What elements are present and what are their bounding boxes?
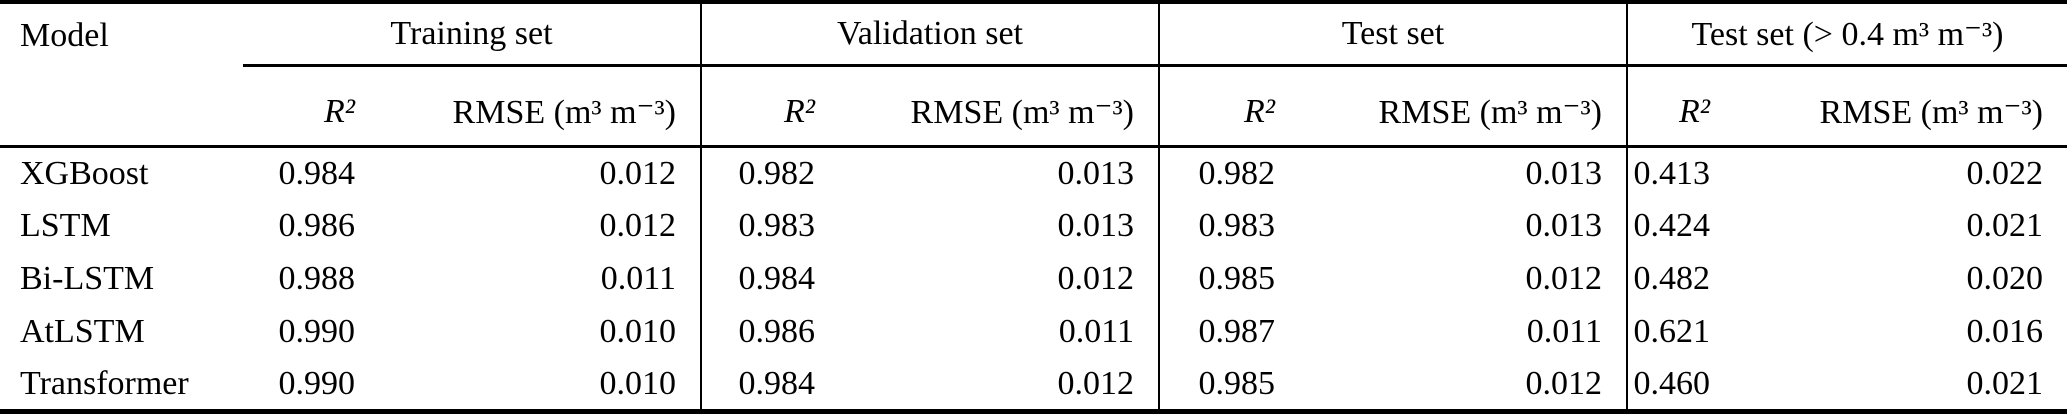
cell-val-rmse: 0.013 bbox=[1057, 154, 1135, 192]
subheader-rmse-test-wet: RMSE (m³ m⁻³) bbox=[1715, 65, 2067, 149]
cell-test-rmse: 0.013 bbox=[1525, 154, 1603, 192]
cell-val-r2: 0.986 bbox=[700, 305, 820, 359]
cell-train-r2: 0.986 bbox=[278, 207, 356, 245]
cell-test-rmse: 0.012 bbox=[1525, 260, 1603, 298]
cell-test-wet-rmse: 0.016 bbox=[1966, 313, 2044, 351]
cell-model: XGBoost bbox=[20, 154, 149, 192]
subheader-r2-validation: R² bbox=[700, 65, 820, 149]
group-header-test-wet: Test set (> 0.4 m³ m⁻³) bbox=[1625, 2, 2067, 67]
cell-val-r2: 0.984 bbox=[700, 358, 820, 412]
cell-model: Bi-LSTM bbox=[20, 260, 155, 298]
cell-model: AtLSTM bbox=[20, 313, 145, 351]
cell-train-r2: 0.988 bbox=[278, 260, 356, 298]
group-header-test: Test set bbox=[1158, 2, 1627, 67]
cell-test-rmse: 0.013 bbox=[1525, 207, 1603, 245]
cell-val-rmse: 0.011 bbox=[1058, 313, 1134, 351]
cell-val-rmse: 0.013 bbox=[1057, 207, 1135, 245]
header-sub-row: R² RMSE (m³ m⁻³) R² RMSE (m³ m⁻³) R² RMS… bbox=[0, 65, 2067, 149]
cell-test-wet-rmse: 0.022 bbox=[1966, 154, 2044, 192]
cell-test-wet-r2: 0.424 bbox=[1626, 199, 1715, 253]
subheader-r2-test: R² bbox=[1158, 65, 1280, 149]
cell-test-wet-r2: 0.413 bbox=[1626, 146, 1715, 200]
subheader-rmse-training: RMSE (m³ m⁻³) bbox=[360, 65, 701, 149]
group-header-training: Training set bbox=[243, 2, 701, 67]
subheader-r2-training: R² bbox=[243, 65, 360, 149]
cell-val-r2: 0.983 bbox=[700, 199, 820, 253]
cell-test-rmse: 0.012 bbox=[1525, 364, 1603, 402]
cell-model: LSTM bbox=[20, 207, 111, 245]
group-header-validation: Validation set bbox=[700, 2, 1159, 67]
cell-val-rmse: 0.012 bbox=[1057, 364, 1135, 402]
cell-train-rmse: 0.012 bbox=[599, 207, 677, 245]
cell-test-r2: 0.983 bbox=[1158, 199, 1280, 253]
table-row: Transformer 0.990 0.010 0.984 0.012 0.98… bbox=[0, 358, 2067, 412]
cell-model: Transformer bbox=[20, 364, 189, 402]
table-row: AtLSTM 0.990 0.010 0.986 0.011 0.987 0.0… bbox=[0, 305, 2067, 359]
cell-test-wet-r2: 0.482 bbox=[1626, 252, 1715, 306]
header-group-row: Model Training set Validation set Test s… bbox=[0, 2, 2067, 149]
cell-val-rmse: 0.012 bbox=[1057, 260, 1135, 298]
cell-test-wet-rmse: 0.021 bbox=[1966, 364, 2044, 402]
cell-test-rmse: 0.011 bbox=[1526, 313, 1602, 351]
cell-test-wet-rmse: 0.020 bbox=[1966, 260, 2044, 298]
table-row: LSTM 0.986 0.012 0.983 0.013 0.983 0.013… bbox=[0, 199, 2067, 253]
subheader-rmse-validation: RMSE (m³ m⁻³) bbox=[820, 65, 1159, 149]
col-header-model: Model bbox=[0, 2, 243, 149]
cell-test-r2: 0.985 bbox=[1158, 358, 1280, 412]
cell-train-rmse: 0.011 bbox=[600, 260, 676, 298]
cell-train-rmse: 0.010 bbox=[599, 364, 677, 402]
subheader-r2-test-wet: R² bbox=[1626, 65, 1715, 149]
cell-test-r2: 0.987 bbox=[1158, 305, 1280, 359]
cell-train-r2: 0.990 bbox=[278, 364, 356, 402]
cell-val-r2: 0.982 bbox=[700, 146, 820, 200]
cell-train-r2: 0.990 bbox=[278, 313, 356, 351]
table-row: XGBoost 0.984 0.012 0.982 0.013 0.982 0.… bbox=[0, 146, 2067, 200]
cell-test-r2: 0.982 bbox=[1158, 146, 1280, 200]
cell-test-r2: 0.985 bbox=[1158, 252, 1280, 306]
cell-test-wet-rmse: 0.021 bbox=[1966, 207, 2044, 245]
cell-train-rmse: 0.010 bbox=[599, 313, 677, 351]
cell-train-rmse: 0.012 bbox=[599, 154, 677, 192]
cell-train-r2: 0.984 bbox=[278, 154, 356, 192]
subheader-rmse-test: RMSE (m³ m⁻³) bbox=[1280, 65, 1627, 149]
cell-test-wet-r2: 0.621 bbox=[1626, 305, 1715, 359]
cell-val-r2: 0.984 bbox=[700, 252, 820, 306]
cell-test-wet-r2: 0.460 bbox=[1626, 358, 1715, 412]
table-row: Bi-LSTM 0.988 0.011 0.984 0.012 0.985 0.… bbox=[0, 252, 2067, 306]
